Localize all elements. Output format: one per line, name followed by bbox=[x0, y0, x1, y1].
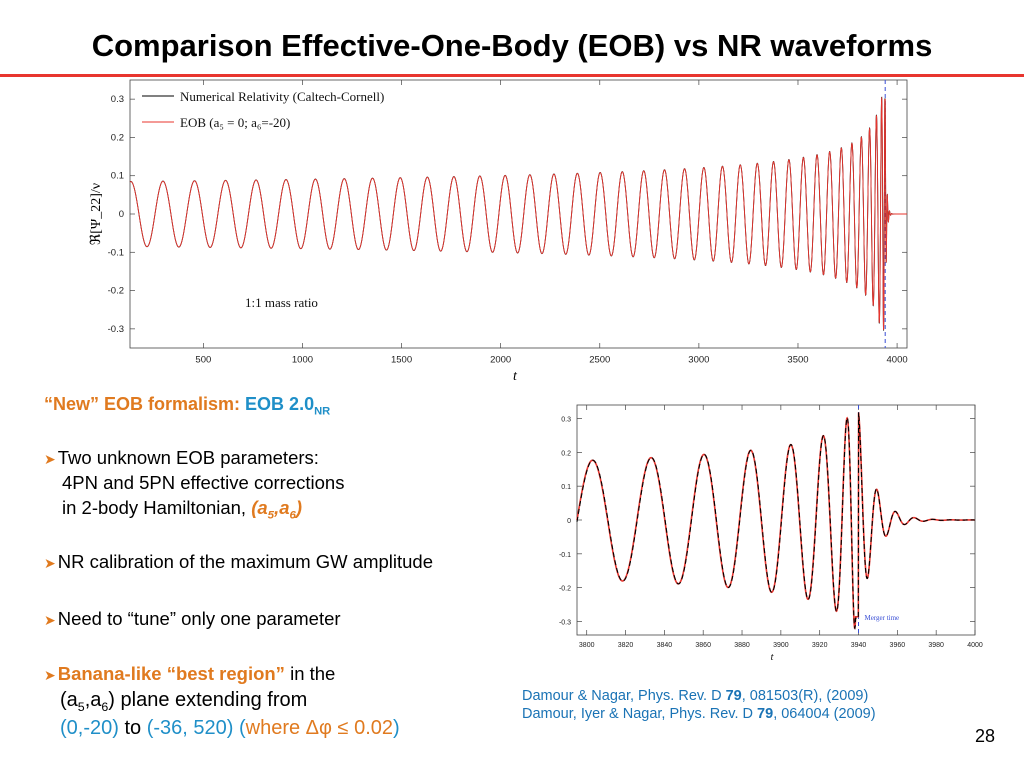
page-number: 28 bbox=[975, 726, 996, 746]
x-tick-label: 3940 bbox=[851, 642, 867, 649]
x-tick-label: 3980 bbox=[928, 642, 944, 649]
y-tick-label: -0.1 bbox=[108, 247, 124, 258]
x-tick-label: 3900 bbox=[773, 642, 789, 649]
plane-line: (a5,a6) plane extending from bbox=[60, 688, 308, 714]
arrow-bullet-icon: ➤ bbox=[44, 554, 56, 571]
y-tick-label: -0.3 bbox=[108, 324, 124, 335]
x-tick-label: 3960 bbox=[890, 642, 906, 649]
y-tick-label: -0.1 bbox=[559, 552, 571, 559]
x-tick-label: 3800 bbox=[579, 642, 595, 649]
y-tick-label: 0.1 bbox=[111, 171, 124, 182]
bullet-parameters: ➤ Two unknown EOB parameters: 4PN and 5PN… bbox=[44, 446, 345, 522]
y-tick-label: -0.2 bbox=[559, 586, 571, 593]
bullet-nr-calibration: ➤ NR calibration of the maximum GW amplit… bbox=[44, 550, 434, 572]
x-tick-label: 4000 bbox=[887, 355, 908, 366]
x-tick-label: 2500 bbox=[589, 355, 610, 366]
arrow-bullet-icon: ➤ bbox=[44, 666, 56, 683]
formalism-heading: “New” EOB formalism: EOB 2.0NR bbox=[44, 394, 331, 418]
y-tick-label: 0 bbox=[119, 209, 124, 220]
y-tick-label: 0.3 bbox=[561, 417, 571, 424]
merger-time-annotation: Merger time bbox=[865, 614, 900, 622]
slide-title: Comparison Effective-One-Body (EOB) vs N… bbox=[91, 28, 933, 63]
y-tick-label: -0.2 bbox=[108, 286, 124, 297]
x-tick-label: 3820 bbox=[618, 642, 634, 649]
x-tick-label: 3920 bbox=[812, 642, 828, 649]
reference-1: Damour & Nagar, Phys. Rev. D 79, 081503(… bbox=[522, 688, 869, 704]
x-tick-label: 3840 bbox=[657, 642, 673, 649]
y-tick-label: 0.1 bbox=[561, 484, 571, 491]
x-tick-label: 1000 bbox=[292, 355, 313, 366]
x-tick-label: 3000 bbox=[688, 355, 709, 366]
range-line: (0,-20) to (-36, 520) (where Δφ ≤ 0.02) bbox=[60, 717, 400, 740]
y-tick-label: 0.2 bbox=[561, 450, 571, 457]
arrow-bullet-icon: ➤ bbox=[44, 611, 56, 628]
bullet-list: “New” EOB formalism: EOB 2.0NR ➤ Two unkn… bbox=[44, 392, 544, 742]
series-nr-line bbox=[576, 412, 975, 630]
x-axis-label: t bbox=[513, 369, 518, 384]
x-tick-label: 3880 bbox=[734, 642, 750, 649]
y-tick-label: 0.2 bbox=[111, 132, 124, 143]
y-tick-label: 0 bbox=[567, 518, 571, 525]
arrow-bullet-icon: ➤ bbox=[44, 450, 56, 467]
x-tick-label: 3500 bbox=[787, 355, 808, 366]
reference-2: Damour, Iyer & Nagar, Phys. Rev. D 79, 0… bbox=[522, 706, 876, 723]
legend-label-eob: EOB (a₅ = 0; a₆=-20) bbox=[180, 115, 290, 130]
x-tick-label: 2000 bbox=[490, 355, 511, 366]
a5-a6-params: (a5,a6) bbox=[251, 496, 303, 522]
legend-label-nr: Numerical Relativity (Caltech-Cornell) bbox=[180, 89, 384, 104]
x-axis-label: t bbox=[771, 652, 774, 663]
x-tick-label: 3860 bbox=[695, 642, 711, 649]
x-tick-label: 1500 bbox=[391, 355, 412, 366]
y-tick-label: -0.3 bbox=[559, 619, 571, 626]
series-eob-line bbox=[129, 97, 907, 331]
mass-ratio-annotation: 1:1 mass ratio bbox=[245, 295, 318, 310]
y-tick-label: 0.3 bbox=[111, 94, 124, 105]
x-tick-label: 4000 bbox=[967, 642, 983, 649]
x-tick-label: 500 bbox=[195, 355, 211, 366]
references: Damour & Nagar, Phys. Rev. D 79, 081503(… bbox=[522, 687, 876, 723]
title-divider bbox=[0, 74, 1024, 77]
bullet-banana-region: ➤ Banana-like “best region” in the (a5,a6… bbox=[44, 662, 400, 740]
bullet-tune: ➤ Need to “tune” only one parameter bbox=[44, 607, 341, 629]
y-axis-label: ℜ[Ψ_22]/ν bbox=[89, 183, 104, 245]
